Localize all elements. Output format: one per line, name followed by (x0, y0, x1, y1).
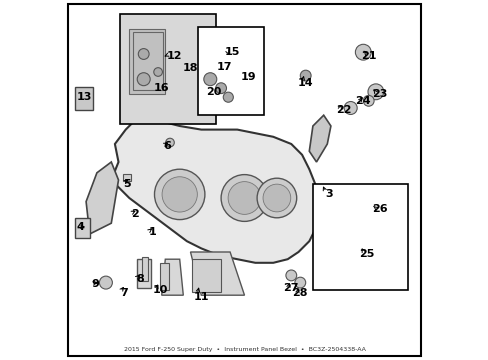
Text: 18: 18 (183, 63, 198, 73)
Polygon shape (162, 259, 183, 295)
Circle shape (99, 276, 112, 289)
Circle shape (344, 102, 356, 114)
Text: 20: 20 (206, 87, 221, 97)
Text: 7: 7 (120, 288, 127, 298)
Polygon shape (309, 115, 330, 162)
Text: 9: 9 (91, 279, 99, 289)
Text: 11: 11 (193, 292, 209, 302)
Text: 22: 22 (335, 105, 350, 115)
Bar (197, 27, 264, 115)
Text: 15: 15 (224, 47, 239, 57)
Bar (129, 29, 165, 94)
Circle shape (294, 277, 305, 288)
Bar (133, 32, 163, 90)
Circle shape (137, 73, 150, 86)
Text: 2015 Ford F-250 Super Duty  •  Instrument Panel Bezel  •  BC3Z-2504338-AA: 2015 Ford F-250 Super Duty • Instrument … (123, 347, 365, 352)
Circle shape (228, 182, 260, 215)
Polygon shape (86, 162, 118, 234)
Circle shape (215, 83, 226, 94)
Bar (75, 87, 93, 110)
Circle shape (153, 68, 162, 76)
Bar (142, 257, 148, 281)
Text: 25: 25 (359, 249, 374, 259)
Text: 8: 8 (136, 274, 143, 284)
Text: 23: 23 (371, 89, 386, 99)
Bar (192, 259, 221, 292)
Circle shape (203, 73, 216, 86)
Text: 26: 26 (371, 204, 386, 214)
Polygon shape (190, 252, 244, 295)
Polygon shape (136, 259, 151, 288)
Text: 27: 27 (283, 283, 299, 293)
Polygon shape (111, 115, 320, 263)
Circle shape (154, 169, 204, 220)
Circle shape (285, 270, 296, 281)
Text: 1: 1 (148, 227, 156, 237)
Circle shape (162, 177, 197, 212)
Text: 3: 3 (325, 189, 332, 199)
Text: 14: 14 (297, 78, 313, 88)
Bar (120, 14, 215, 124)
Text: 13: 13 (77, 92, 92, 102)
Bar (160, 263, 168, 290)
Circle shape (165, 138, 174, 147)
Bar (122, 174, 130, 181)
Circle shape (300, 70, 310, 81)
Text: 2: 2 (131, 209, 138, 219)
Circle shape (138, 49, 149, 59)
Text: 28: 28 (292, 288, 307, 298)
Text: 10: 10 (152, 285, 167, 295)
Bar (312, 184, 407, 290)
Text: 6: 6 (163, 141, 171, 151)
Circle shape (367, 84, 383, 100)
Text: 21: 21 (360, 51, 376, 61)
Circle shape (257, 178, 296, 218)
Circle shape (223, 92, 233, 102)
Text: 19: 19 (240, 72, 255, 82)
Text: 16: 16 (154, 83, 169, 93)
Circle shape (263, 184, 290, 212)
Circle shape (363, 95, 373, 106)
Circle shape (221, 175, 267, 221)
Text: 4: 4 (77, 222, 84, 232)
Text: 24: 24 (355, 96, 370, 106)
Text: 12: 12 (166, 51, 182, 61)
Circle shape (355, 44, 370, 60)
Bar (75, 218, 89, 238)
Text: 5: 5 (123, 179, 131, 189)
Text: 17: 17 (217, 62, 232, 72)
